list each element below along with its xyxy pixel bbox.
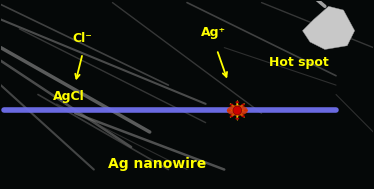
- Circle shape: [227, 109, 231, 111]
- Circle shape: [227, 105, 248, 116]
- Text: Ag nanowire: Ag nanowire: [108, 157, 206, 171]
- Circle shape: [241, 104, 245, 106]
- Circle shape: [230, 104, 233, 106]
- Ellipse shape: [233, 106, 242, 115]
- Circle shape: [235, 101, 239, 103]
- Circle shape: [244, 109, 248, 111]
- Circle shape: [230, 115, 233, 117]
- Text: Hot spot: Hot spot: [269, 56, 329, 69]
- Polygon shape: [303, 6, 355, 50]
- Circle shape: [235, 118, 239, 120]
- Text: Ag⁺: Ag⁺: [200, 26, 226, 39]
- Text: AgCl: AgCl: [53, 90, 85, 103]
- Text: Cl⁻: Cl⁻: [73, 32, 93, 45]
- Circle shape: [241, 115, 245, 117]
- Polygon shape: [227, 100, 248, 121]
